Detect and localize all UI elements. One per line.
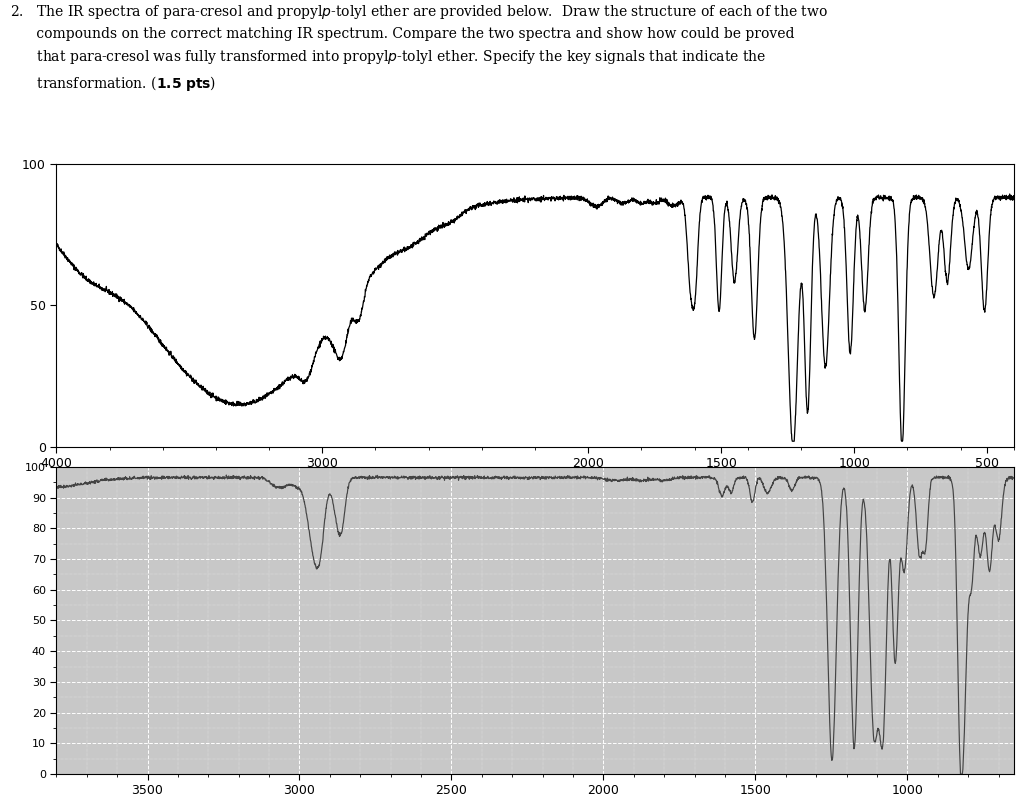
Text: 2.   The IR spectra of para-cresol and propyl$\it{p}$-tolyl ether are provided b: 2. The IR spectra of para-cresol and pro… <box>10 3 828 93</box>
X-axis label: cm$^{-1}$: cm$^{-1}$ <box>515 475 555 493</box>
